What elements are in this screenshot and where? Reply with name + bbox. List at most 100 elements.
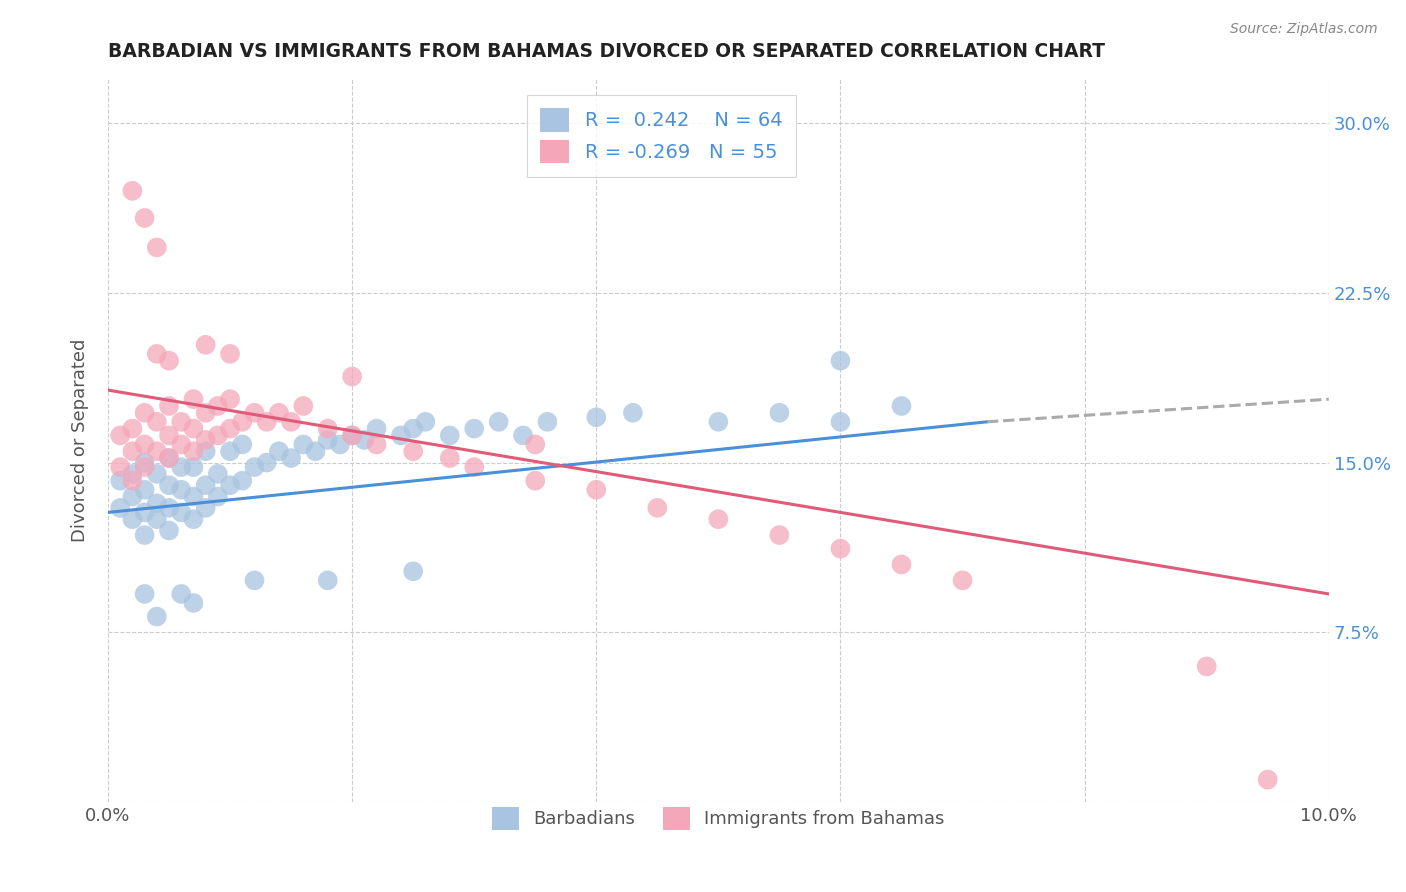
Point: [219, 444, 242, 458]
Point: [219, 347, 242, 361]
Point: [585, 483, 607, 497]
Point: [304, 444, 326, 458]
Point: [170, 415, 193, 429]
Point: [108, 460, 131, 475]
Point: [243, 574, 266, 588]
Point: [170, 505, 193, 519]
Point: [329, 437, 352, 451]
Point: [316, 422, 339, 436]
Point: [108, 474, 131, 488]
Point: [621, 406, 644, 420]
Point: [121, 490, 143, 504]
Point: [157, 524, 180, 538]
Point: [146, 415, 169, 429]
Point: [256, 415, 278, 429]
Point: [157, 399, 180, 413]
Point: [463, 460, 485, 475]
Point: [353, 433, 375, 447]
Point: [121, 184, 143, 198]
Point: [231, 474, 253, 488]
Point: [243, 406, 266, 420]
Point: [439, 451, 461, 466]
Point: [134, 406, 156, 420]
Point: [183, 392, 205, 406]
Point: [157, 478, 180, 492]
Point: [340, 428, 363, 442]
Point: [340, 428, 363, 442]
Point: [157, 500, 180, 515]
Point: [243, 460, 266, 475]
Text: BARBADIAN VS IMMIGRANTS FROM BAHAMAS DIVORCED OR SEPARATED CORRELATION CHART: BARBADIAN VS IMMIGRANTS FROM BAHAMAS DIV…: [108, 42, 1105, 61]
Point: [1195, 659, 1218, 673]
Point: [183, 460, 205, 475]
Point: [207, 399, 229, 413]
Point: [170, 460, 193, 475]
Point: [146, 496, 169, 510]
Point: [194, 338, 217, 352]
Point: [830, 415, 852, 429]
Point: [389, 428, 412, 442]
Legend: Barbadians, Immigrants from Bahamas: Barbadians, Immigrants from Bahamas: [478, 793, 959, 844]
Point: [157, 451, 180, 466]
Point: [121, 467, 143, 481]
Point: [207, 428, 229, 442]
Point: [280, 451, 302, 466]
Y-axis label: Divorced or Separated: Divorced or Separated: [72, 338, 89, 541]
Point: [194, 406, 217, 420]
Point: [146, 512, 169, 526]
Point: [134, 528, 156, 542]
Point: [121, 512, 143, 526]
Point: [134, 437, 156, 451]
Point: [121, 444, 143, 458]
Point: [146, 444, 169, 458]
Point: [170, 587, 193, 601]
Point: [890, 399, 912, 413]
Point: [280, 415, 302, 429]
Point: [890, 558, 912, 572]
Point: [340, 369, 363, 384]
Point: [402, 444, 425, 458]
Point: [952, 574, 974, 588]
Point: [524, 437, 547, 451]
Point: [463, 422, 485, 436]
Point: [536, 415, 558, 429]
Point: [157, 353, 180, 368]
Point: [134, 505, 156, 519]
Point: [134, 587, 156, 601]
Point: [134, 483, 156, 497]
Point: [768, 406, 790, 420]
Point: [316, 574, 339, 588]
Point: [157, 451, 180, 466]
Point: [267, 406, 290, 420]
Text: Source: ZipAtlas.com: Source: ZipAtlas.com: [1230, 22, 1378, 37]
Point: [647, 500, 669, 515]
Point: [366, 437, 388, 451]
Point: [146, 467, 169, 481]
Point: [488, 415, 510, 429]
Point: [134, 211, 156, 225]
Point: [170, 437, 193, 451]
Point: [207, 490, 229, 504]
Point: [146, 347, 169, 361]
Point: [183, 490, 205, 504]
Point: [366, 422, 388, 436]
Point: [256, 456, 278, 470]
Point: [121, 422, 143, 436]
Point: [830, 541, 852, 556]
Point: [183, 596, 205, 610]
Point: [157, 428, 180, 442]
Point: [134, 456, 156, 470]
Point: [219, 478, 242, 492]
Point: [207, 467, 229, 481]
Point: [415, 415, 437, 429]
Point: [108, 428, 131, 442]
Point: [707, 415, 730, 429]
Point: [585, 410, 607, 425]
Point: [219, 392, 242, 406]
Point: [316, 433, 339, 447]
Point: [219, 422, 242, 436]
Point: [292, 399, 315, 413]
Point: [402, 564, 425, 578]
Point: [231, 415, 253, 429]
Point: [292, 437, 315, 451]
